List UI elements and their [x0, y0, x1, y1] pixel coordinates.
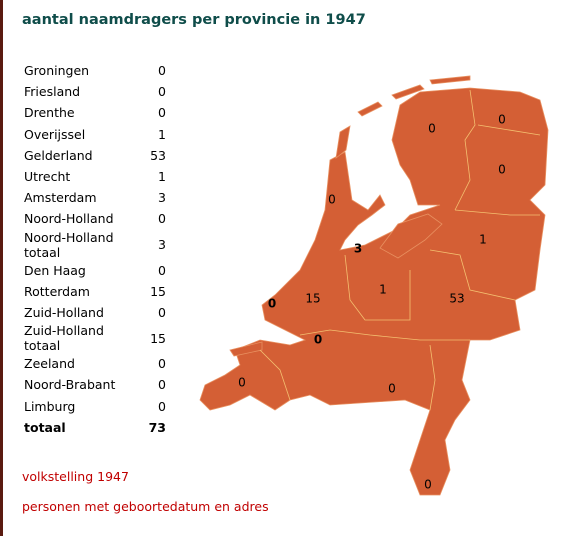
province-name: Zuid-Holland totaal: [24, 323, 104, 354]
map-label: 0: [424, 478, 432, 492]
land: [199, 75, 549, 496]
map-label: 0: [238, 376, 246, 390]
table-row: Noord-Holland 0: [22, 208, 168, 229]
province-name: Zeeland: [24, 356, 75, 372]
count: 15: [150, 283, 166, 299]
table-row: Overijssel 1: [22, 124, 168, 145]
map-label: 1: [479, 233, 487, 247]
province-name: Groningen: [24, 63, 90, 79]
province-name: Limburg: [24, 398, 76, 414]
table-row: Den Haag 0: [22, 260, 168, 281]
border: [429, 344, 436, 411]
province-name: Den Haag: [24, 262, 86, 278]
count: 0: [158, 356, 166, 372]
province-name: Utrecht: [24, 169, 71, 185]
province-name: Zuid-Holland: [24, 304, 104, 320]
province-name: Gelderland: [24, 147, 93, 163]
table-row: Noord-Brabant 0: [22, 374, 168, 395]
map-label: 0: [328, 193, 336, 207]
border: [429, 249, 516, 301]
map-label: 3: [354, 242, 362, 256]
wadden-island: [335, 125, 351, 159]
wadden-island: [357, 101, 383, 117]
count: 15: [150, 330, 166, 346]
table-row: Friesland 0: [22, 81, 168, 102]
province-name: totaal: [24, 419, 66, 435]
count: 0: [158, 262, 166, 278]
count: 0: [158, 377, 166, 393]
province-name: Noord-Brabant: [24, 377, 116, 393]
border: [259, 349, 291, 401]
table-row: Gelderland 53: [22, 145, 168, 166]
note: volkstelling 1947: [22, 469, 129, 484]
table-row: Amsterdam 3: [22, 187, 168, 208]
province-name: Noord-Holland totaal: [24, 229, 114, 260]
count: 0: [158, 304, 166, 320]
count: 3: [158, 237, 166, 252]
map-label: 15: [305, 292, 320, 306]
table-row: Limburg 0: [22, 395, 168, 416]
map-label: 0: [428, 122, 436, 136]
border: [299, 329, 470, 341]
wadden-island: [429, 75, 471, 85]
province-name: Drenthe: [24, 105, 75, 121]
left-border: [0, 0, 3, 536]
border: [344, 254, 411, 321]
count: 0: [158, 105, 166, 121]
count: 0: [158, 63, 166, 79]
title: aantal naamdragers per provincie in 1947: [22, 12, 366, 28]
table-row: Utrecht 1: [22, 166, 168, 187]
border: [477, 124, 541, 136]
count: 73: [148, 419, 166, 435]
map-label: 0: [498, 113, 506, 127]
flevoland: [379, 213, 443, 259]
table-row: Noord-Holland totaal 3: [22, 230, 168, 260]
province-name: Friesland: [24, 84, 81, 100]
count: 0: [158, 84, 166, 100]
note: personen met geboortedatum en adres: [22, 499, 269, 514]
province-name: Noord-Holland: [24, 211, 114, 227]
province-name: Rotterdam: [24, 283, 90, 299]
table-row: Zuid-Holland totaal 15: [22, 323, 168, 353]
border: [454, 209, 540, 216]
table-row: Zuid-Holland 0: [22, 302, 168, 323]
province-table: Groningen 0 Friesland 0 Drenthe 0 Overijssel 1 G…: [22, 60, 168, 438]
map-label: 0: [388, 382, 396, 396]
table-row: Groningen 0: [22, 60, 168, 81]
count: 53: [150, 147, 166, 163]
mainland: [199, 87, 549, 496]
count: 1: [158, 169, 166, 185]
count: 0: [158, 211, 166, 227]
map-label: 53: [449, 292, 464, 306]
table-row: Drenthe 0: [22, 102, 168, 123]
count: 1: [158, 126, 166, 142]
map-label: 0: [268, 297, 276, 311]
province-borders: [259, 89, 541, 411]
map-label: 1: [379, 283, 387, 297]
wadden-island: [391, 84, 425, 100]
table-row: Zeeland 0: [22, 353, 168, 374]
map-label: 0: [498, 163, 506, 177]
count: 3: [158, 190, 166, 206]
province-name: Overijssel: [24, 126, 86, 142]
border: [454, 89, 476, 211]
count: 0: [158, 398, 166, 414]
province-name: Amsterdam: [24, 190, 97, 206]
table-row: totaal 73: [22, 417, 168, 438]
table-row: Rotterdam 15: [22, 281, 168, 302]
zeeland-island: [229, 341, 263, 357]
map-label: 0: [314, 333, 322, 347]
